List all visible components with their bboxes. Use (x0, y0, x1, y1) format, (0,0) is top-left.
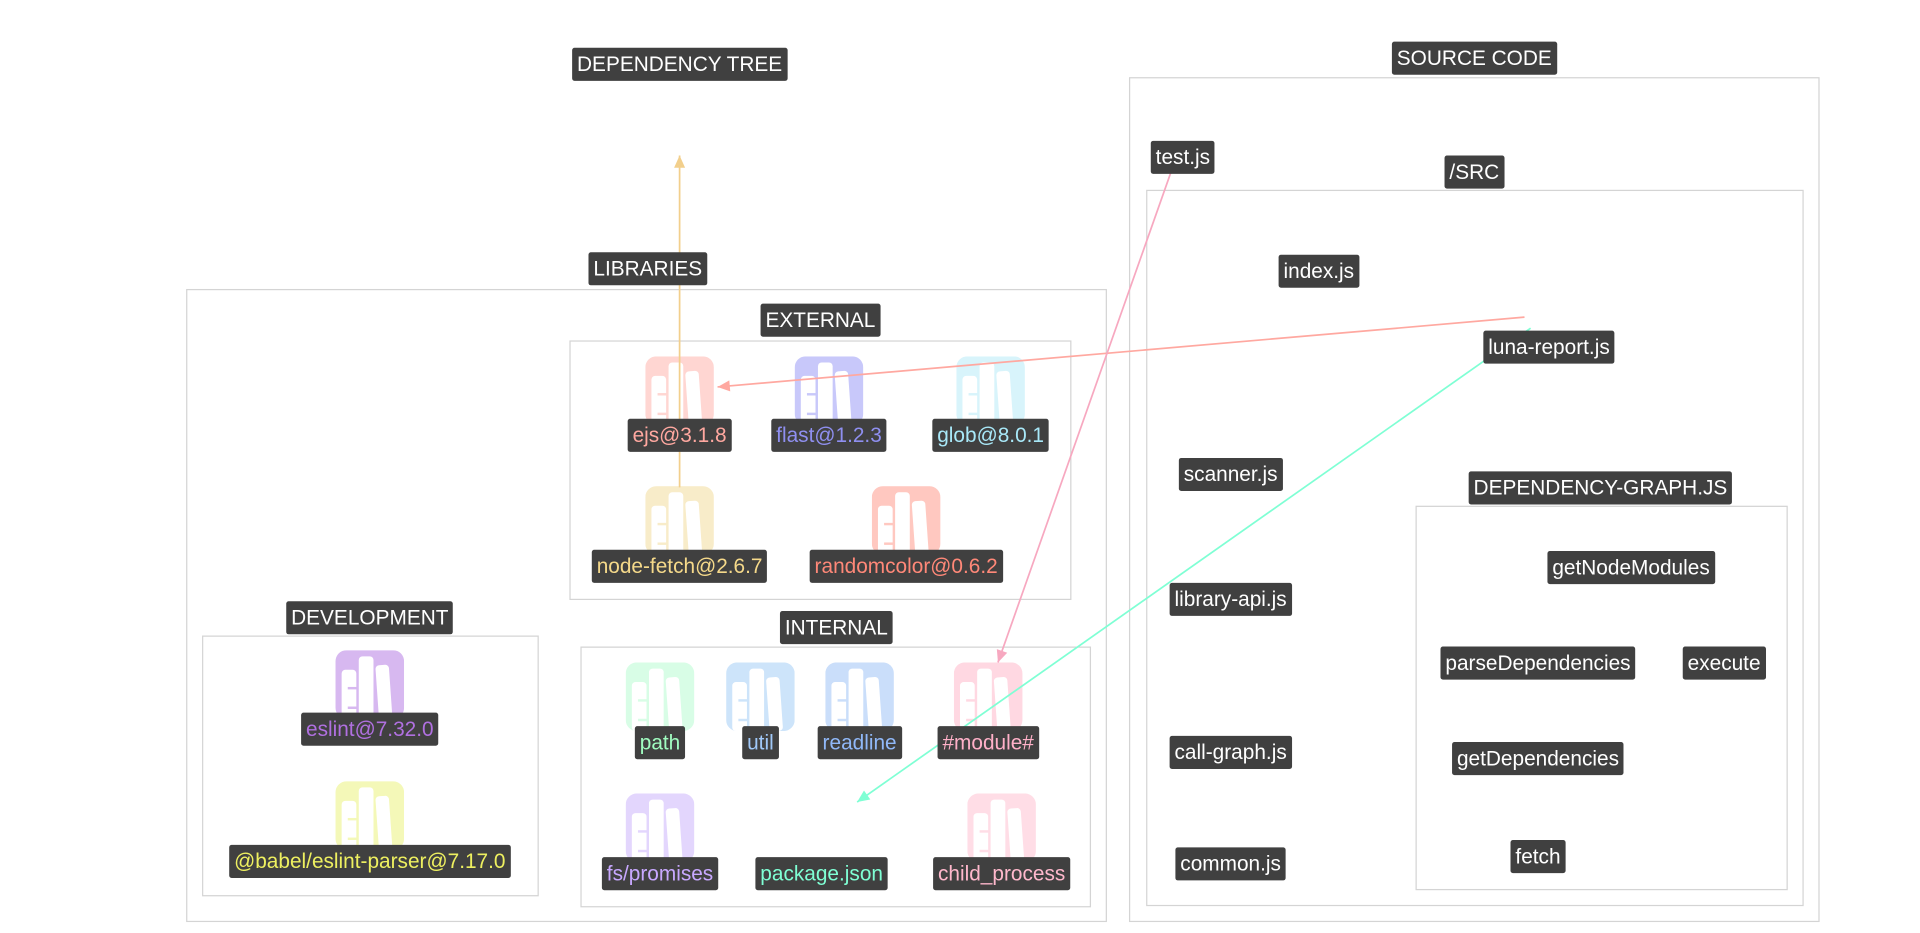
group-label-libraries: LIBRARIES (588, 252, 708, 286)
file-node-luna-report-js[interactable]: luna-report.js (1483, 330, 1615, 364)
books-icon (967, 793, 1036, 863)
library-node-node-fetch[interactable]: node-fetch@2.6.7 (591, 549, 768, 583)
arrowhead-icon (674, 155, 686, 168)
library-node-ejs[interactable]: ejs@3.1.8 (627, 418, 732, 452)
function-node-execute[interactable]: execute (1682, 646, 1766, 680)
group-label-development: DEVELOPMENT (286, 601, 454, 635)
function-node-getdependencies[interactable]: getDependencies (1452, 742, 1624, 776)
books-icon (871, 486, 941, 555)
file-node-test-js[interactable]: test.js (1150, 140, 1215, 174)
file-node-index-js[interactable]: index.js (1278, 254, 1359, 288)
library-node-eslint[interactable]: eslint@7.32.0 (301, 712, 439, 746)
books-icon (726, 662, 795, 732)
file-node-library-api-js[interactable]: library-api.js (1169, 582, 1292, 616)
development-group (202, 635, 539, 897)
books-icon (825, 662, 894, 732)
books-icon (625, 793, 695, 863)
library-node-randomcolor[interactable]: randomcolor@0.6.2 (809, 549, 1003, 583)
books-icon (625, 662, 695, 732)
library-node-flast[interactable]: flast@1.2.3 (771, 418, 887, 452)
library-node-child-process[interactable]: child_process (933, 857, 1071, 891)
library-node-readline[interactable]: readline (817, 726, 902, 760)
books-icon (645, 486, 714, 555)
books-icon (645, 356, 714, 426)
books-icon (335, 781, 405, 851)
function-node-getnodemodules[interactable]: getNodeModules (1547, 551, 1715, 585)
library-node-path[interactable]: path (634, 726, 686, 760)
function-node-fetch[interactable]: fetch (1510, 840, 1566, 874)
file-node-scanner-js[interactable]: scanner.js (1178, 457, 1283, 492)
library-node-package-json[interactable]: package.json (755, 857, 888, 891)
group-label-internal: INTERNAL (779, 611, 893, 645)
books-icon (953, 662, 1023, 732)
page-title: DEPENDENCY TREE (572, 47, 788, 81)
function-node-parsedependencies[interactable]: parseDependencies (1440, 646, 1636, 680)
library-node-module[interactable]: #module# (937, 726, 1039, 760)
group-label-src: /SRC (1444, 155, 1505, 189)
group-label-external: EXTERNAL (760, 303, 881, 337)
library-node-fs-promises[interactable]: fs/promises (601, 857, 719, 891)
file-node-call-graph-js[interactable]: call-graph.js (1169, 735, 1292, 769)
books-icon (956, 356, 1025, 426)
books-icon (335, 650, 405, 719)
library-node-glob[interactable]: glob@8.0.1 (932, 418, 1049, 452)
library-node-util[interactable]: util (742, 726, 779, 760)
library-node-babel[interactable]: @babel/eslint-parser@7.17.0 (229, 844, 511, 878)
group-label-dependency-graph-js: DEPENDENCY-GRAPH.JS (1468, 471, 1733, 505)
books-icon (794, 356, 864, 426)
file-node-common-js[interactable]: common.js (1175, 847, 1286, 881)
group-label-source-code: SOURCE CODE (1391, 41, 1557, 75)
